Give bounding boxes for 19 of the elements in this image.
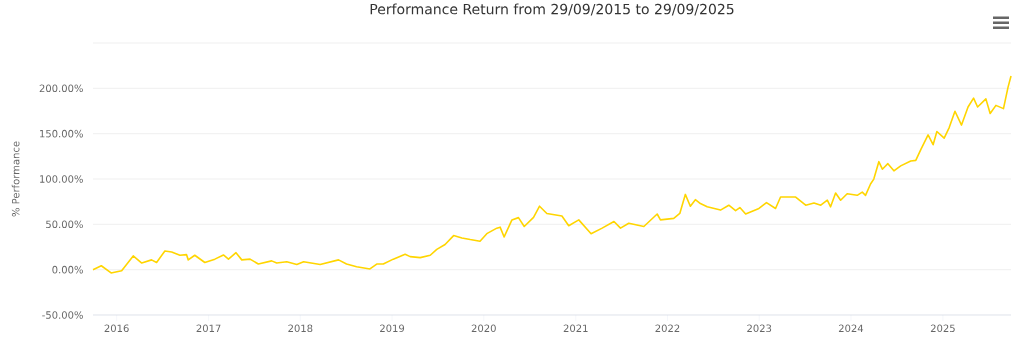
y-tick-label: -50.00% (42, 311, 83, 319)
y-tick-label: 50.00% (46, 220, 83, 229)
y-axis-title: % Performance (11, 141, 20, 217)
x-tick-label: 2016 (104, 324, 129, 333)
x-tick-label: 2021 (563, 324, 588, 333)
x-tick-label: 2023 (747, 324, 772, 333)
y-tick-label: 100.00% (40, 175, 83, 183)
x-tick-label: 2025 (930, 324, 955, 333)
y-tick-label: 200.00% (39, 84, 83, 93)
y-tick-label: 150.00% (40, 129, 83, 138)
line-series (92, 75, 1012, 274)
y-tick-label: 0.00% (52, 265, 83, 274)
x-tick-label: 2018 (288, 324, 313, 333)
x-tick-label: 2020 (471, 324, 496, 333)
x-tick-label: 2019 (380, 324, 405, 333)
x-tick-label: 2022 (655, 324, 680, 333)
x-tick-label: 2017 (196, 324, 221, 333)
x-tick-label: 2024 (838, 324, 864, 333)
chart-title: Performance Return from 29/09/2015 to 29/09/2025 (370, 3, 734, 16)
